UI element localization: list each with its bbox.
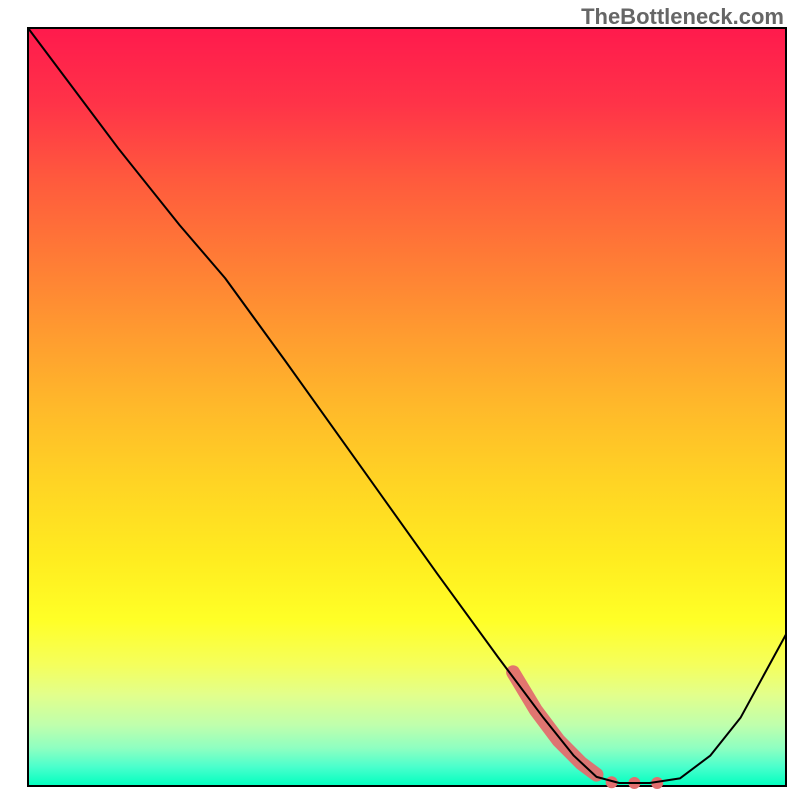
gradient-background bbox=[28, 28, 786, 786]
chart-svg bbox=[0, 0, 800, 800]
watermark-label: TheBottleneck.com bbox=[581, 4, 784, 30]
bottleneck-chart: TheBottleneck.com bbox=[0, 0, 800, 800]
